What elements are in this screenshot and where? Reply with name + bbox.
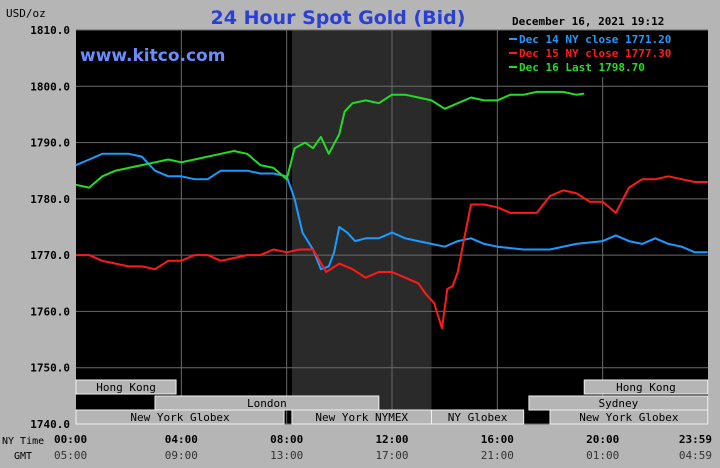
chart-title: 24 Hour Spot Gold (Bid) (211, 7, 466, 29)
legend-entry: Dec 15 NY close 1777.30 (519, 47, 671, 60)
axes: 1810.0 1800.0 1790.0 1780.0 1770.0 1760.0 1750… (30, 24, 712, 462)
series-line-2 (75, 90, 585, 189)
series-line-0 (75, 152, 708, 271)
nymex-shaded-region (291, 30, 432, 424)
gmt-tick-label: 17:00 (375, 449, 408, 462)
legend-entry: Dec 14 NY close 1771.20 (519, 33, 671, 46)
session-label: New York Globex (579, 411, 679, 424)
ny-time-tick-label: 16:00 (481, 433, 514, 446)
session-label: New York NYMEX (315, 411, 408, 424)
session-bar (583, 379, 709, 395)
plot-area (76, 29, 708, 425)
y-tick-label: 1740.0 (30, 418, 70, 431)
ny-time-tick-label: 08:00 (270, 433, 303, 446)
gmt-tick-label: 09:00 (165, 449, 198, 462)
session-label: Sydney (598, 397, 638, 410)
gmt-tick-label: 13:00 (270, 449, 303, 462)
y-tick-label: 1810.0 (30, 24, 70, 37)
y-tick-label: 1780.0 (30, 193, 70, 206)
gmt-tick-label: 05:00 (54, 449, 87, 462)
chart-timestamp: December 16, 2021 19:12 (512, 15, 664, 28)
session-label: New York Globex (130, 411, 230, 424)
ny-time-tick-label: 20:00 (586, 433, 619, 446)
ny-time-tick-label: 04:00 (165, 433, 198, 446)
gmt-tick-label: 01:00 (586, 449, 619, 462)
session-label: London (247, 397, 287, 410)
watermark: www.kitco.com (80, 46, 225, 66)
session-bar (431, 409, 525, 425)
session-bar (75, 409, 285, 425)
ny-time-tick-label: 12:00 (375, 433, 408, 446)
session-bar (549, 409, 709, 425)
y-tick-label: 1790.0 (30, 137, 70, 150)
session-label: NY Globex (448, 411, 508, 424)
y-tick-label: 1800.0 (30, 80, 70, 93)
series-line-1 (76, 175, 708, 330)
session-label: Hong Kong (616, 381, 676, 394)
market-sessions: Hong Kong London New York Globex New York N… (75, 379, 709, 425)
y-tick-label: 1760.0 (30, 305, 70, 318)
ny-time-tick-label: 00:00 (54, 433, 87, 446)
series-lines (75, 90, 708, 330)
ny-time-tick-label: 23:59 (679, 433, 712, 446)
gmt-tick-label: 04:59 (679, 449, 712, 462)
gmt-tick-label: 21:00 (481, 449, 514, 462)
session-label: Hong Kong (96, 381, 156, 394)
gmt-label: GMT (14, 451, 32, 462)
unit-label: USD/oz (6, 7, 46, 20)
session-bar (75, 379, 177, 395)
y-tick-label: 1770.0 (30, 249, 70, 262)
legend-box (505, 31, 707, 77)
legend-entry: Dec 16 Last 1798.70 (519, 61, 645, 74)
y-tick-label: 1750.0 (30, 362, 70, 375)
ny-time-label: NY Time (2, 436, 44, 447)
